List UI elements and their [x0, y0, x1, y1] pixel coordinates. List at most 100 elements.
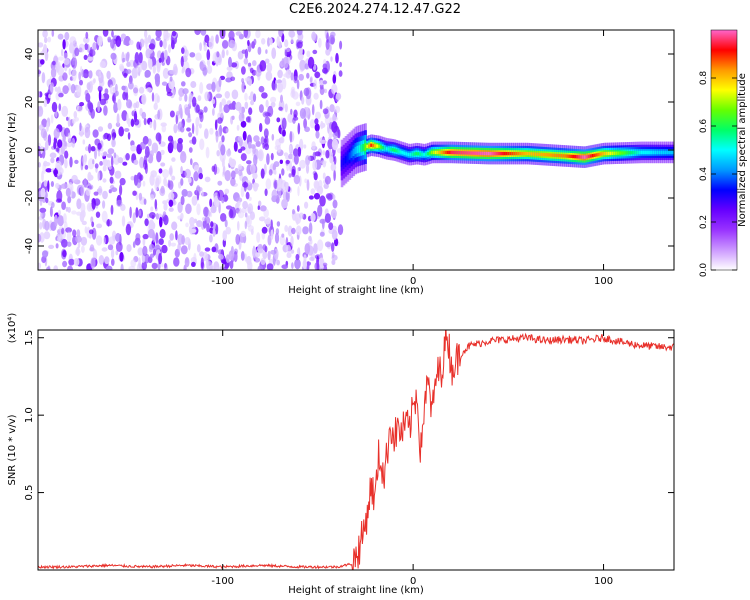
noise-speck [67, 132, 72, 142]
noise-speck [258, 85, 265, 93]
noise-speck [144, 253, 150, 264]
noise-speck [266, 263, 274, 270]
ridge-cell [432, 150, 436, 155]
noise-speck [94, 148, 97, 160]
noise-speck [173, 140, 177, 150]
spectrogram-x-label: Height of straight line (km) [288, 285, 424, 296]
noise-speck [282, 56, 289, 69]
ridge-cell [503, 151, 507, 156]
ridge-cell [442, 150, 446, 155]
noise-speck [235, 31, 242, 36]
noise-speck [145, 48, 151, 59]
noise-speck [92, 249, 98, 261]
noise-speck [224, 170, 231, 182]
noise-speck [51, 30, 55, 37]
ridge-cell [521, 151, 524, 156]
noise-speck [221, 39, 229, 49]
noise-speck [188, 177, 192, 184]
noise-speck [171, 39, 175, 50]
noise-speck [169, 76, 173, 82]
noise-speck [44, 162, 51, 167]
noise-speck [331, 121, 338, 133]
noise-speck [252, 93, 257, 102]
noise-speck [125, 52, 130, 62]
noise-speck [137, 247, 144, 256]
noise-speck [263, 138, 267, 144]
ridge-cell [554, 153, 557, 158]
colorbar-tick-label: 0.4 [699, 167, 709, 182]
noise-speck [57, 56, 64, 61]
noise-speck [234, 167, 239, 175]
noise-speck [155, 36, 161, 41]
noise-speck [241, 66, 246, 75]
noise-speck [173, 123, 178, 134]
noise-speck [307, 155, 311, 163]
noise-speck [281, 117, 287, 130]
noise-speck [242, 130, 247, 141]
noise-speck [314, 181, 320, 191]
noise-speck [38, 162, 41, 168]
ridge-cell [623, 151, 626, 155]
noise-speck [139, 156, 145, 169]
noise-speck [145, 37, 148, 50]
noise-speck [39, 207, 47, 213]
noise-speck [331, 252, 335, 259]
noise-speck [42, 30, 48, 38]
noise-speck [216, 51, 220, 58]
ridge-cell [644, 150, 648, 155]
noise-speck [244, 77, 250, 82]
noise-speck [325, 39, 330, 50]
noise-speck [50, 67, 57, 79]
noise-speck [97, 101, 101, 113]
noise-speck [94, 163, 99, 169]
noise-speck [79, 79, 83, 86]
noise-speck [98, 71, 102, 78]
noise-speck [88, 143, 92, 154]
ridge-cell [438, 150, 442, 155]
noise-speck [269, 37, 273, 46]
noise-speck [115, 241, 123, 252]
figure-title: C2E6.2024.274.12.47.G22 [288, 2, 462, 17]
ridge-cell [630, 151, 634, 155]
noise-speck [326, 193, 333, 201]
ridge-cell [581, 155, 585, 159]
noise-speck [335, 52, 339, 64]
noise-speck [252, 145, 256, 155]
noise-speck [218, 77, 222, 88]
noise-speck [53, 141, 57, 150]
noise-speck [85, 187, 91, 196]
noise-speck [193, 252, 197, 263]
x-tick-label: 100 [594, 276, 613, 287]
ridge-cell [587, 154, 591, 159]
noise-speck [168, 44, 171, 54]
noise-speck [322, 108, 329, 115]
noise-speck [244, 220, 247, 230]
ridge-cell [638, 150, 642, 155]
noise-speck [206, 59, 211, 67]
ridge-cell [466, 151, 469, 155]
ridge-cell [401, 150, 405, 155]
noise-speck [202, 67, 208, 76]
noise-speck [159, 228, 166, 239]
noise-speck [262, 111, 270, 118]
noise-speck [195, 52, 202, 61]
noise-speck [133, 174, 139, 186]
noise-speck [39, 198, 43, 207]
noise-speck [328, 222, 334, 231]
noise-speck [144, 218, 149, 227]
noise-speck [66, 241, 72, 247]
ridge-cell [385, 147, 389, 151]
noise-speck [215, 266, 221, 270]
noise-speck [290, 249, 295, 254]
ridge-cell [391, 148, 395, 152]
noise-speck [313, 92, 319, 100]
noise-speck [215, 34, 219, 44]
noise-speck [71, 174, 78, 183]
noise-speck [285, 159, 290, 165]
ridge-cell [440, 150, 444, 155]
noise-speck [258, 200, 262, 207]
noise-speck [102, 190, 108, 200]
noise-speck [320, 139, 327, 144]
noise-speck [186, 127, 191, 132]
ridge-cell [511, 151, 514, 156]
